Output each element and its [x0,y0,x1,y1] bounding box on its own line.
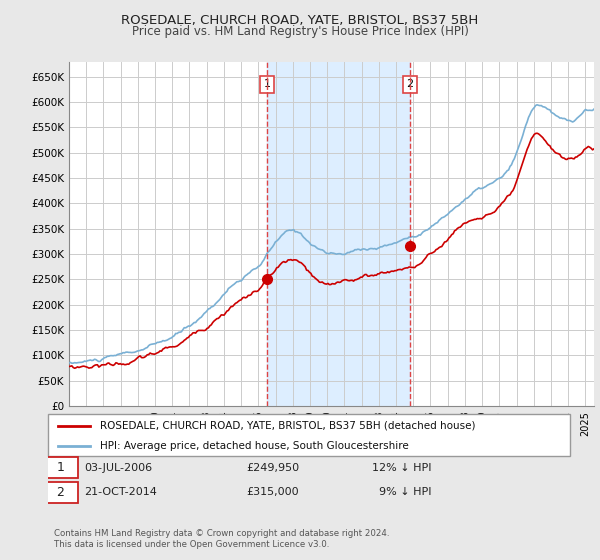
FancyBboxPatch shape [43,482,78,502]
Bar [267,62,410,406]
Text: 2: 2 [406,80,413,90]
FancyBboxPatch shape [48,414,570,456]
Text: Price paid vs. HM Land Registry's House Price Index (HPI): Price paid vs. HM Land Registry's House … [131,25,469,38]
Text: 21-OCT-2014: 21-OCT-2014 [85,487,157,497]
Text: £315,000: £315,000 [247,487,299,497]
Text: 03-JUL-2006: 03-JUL-2006 [85,463,152,473]
Text: ROSEDALE, CHURCH ROAD, YATE, BRISTOL, BS37 5BH: ROSEDALE, CHURCH ROAD, YATE, BRISTOL, BS… [121,14,479,27]
Text: ROSEDALE, CHURCH ROAD, YATE, BRISTOL, BS37 5BH (detached house): ROSEDALE, CHURCH ROAD, YATE, BRISTOL, BS… [100,421,476,431]
Text: 1: 1 [56,461,64,474]
Text: Contains HM Land Registry data © Crown copyright and database right 2024.
This d: Contains HM Land Registry data © Crown c… [54,529,389,549]
Text: 12% ↓ HPI: 12% ↓ HPI [371,463,431,473]
Text: £249,950: £249,950 [247,463,299,473]
Text: 2: 2 [56,486,64,498]
Text: HPI: Average price, detached house, South Gloucestershire: HPI: Average price, detached house, Sout… [100,441,409,451]
FancyBboxPatch shape [43,458,78,478]
Text: 1: 1 [263,80,271,90]
Text: 9% ↓ HPI: 9% ↓ HPI [371,487,431,497]
